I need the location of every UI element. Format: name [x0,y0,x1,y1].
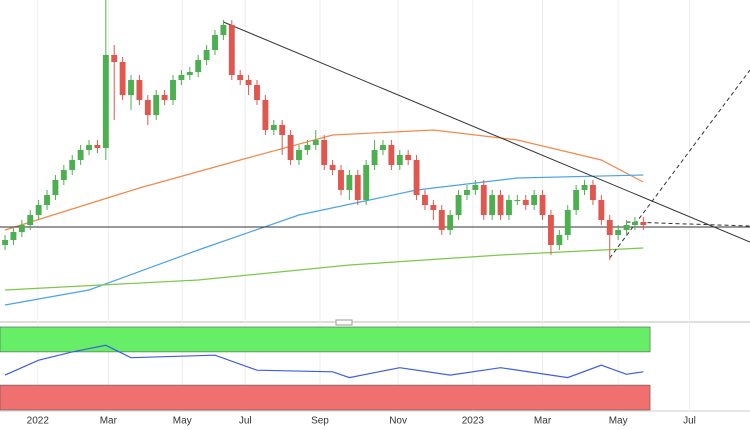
trend-line [609,69,750,259]
candle-body [472,185,479,190]
candle-body [522,200,529,205]
x-tick-label: Sep [311,416,329,427]
candle-body [615,230,622,235]
candle-body [287,135,294,160]
candle-body [279,125,286,135]
candle-body [631,222,638,225]
candle-body [161,95,168,100]
candle-body [396,155,403,165]
x-tick-label: Mar [534,416,552,427]
candle-body [10,232,17,240]
x-tick-label: May [609,416,628,427]
candle-body [312,140,319,145]
candle-body [514,200,521,201]
trend-line [223,21,750,243]
candle-body [178,75,185,80]
candle-body [598,200,605,220]
candle-body [581,185,588,190]
candle-body [506,200,512,215]
x-tick-label: Jul [239,416,252,427]
candle-body [438,210,445,230]
candle-body [228,25,235,75]
candle-body [220,25,227,35]
candle-body [329,165,336,170]
candle-body [60,170,67,180]
rsi-band [0,384,651,411]
candle-body [153,95,160,115]
candle-body [86,145,92,150]
candle-body [564,210,571,235]
candle-body [119,62,126,95]
candle-body [531,195,538,205]
candle-body [380,145,386,150]
candle-body [422,195,428,205]
candle-body [254,85,260,100]
candle-body [203,50,210,60]
candle-body [35,205,42,215]
candle-body [2,240,8,245]
rsi-band [0,326,651,353]
candle-body [304,145,311,150]
candle-body [102,55,109,148]
candle-body [413,160,420,195]
candle-body [464,190,470,195]
candle-body [489,195,496,215]
candle-body [556,235,563,245]
x-tick-label: 2022 [27,416,50,427]
candle-body [245,80,252,85]
candle-body [590,185,596,200]
candle-body [354,175,361,200]
candle-body [371,150,378,165]
moving-average [4,174,644,306]
candle-body [44,195,50,205]
candle-body [346,175,353,190]
x-tick-label: 2023 [462,416,485,427]
candle-body [128,80,134,95]
candle-body [296,150,302,160]
candle-body [447,215,454,230]
candle-body [27,215,34,225]
candle-body [388,145,395,165]
candle-body [111,55,118,62]
x-tick-label: May [173,416,192,427]
candle-body [94,145,101,148]
candle-body [363,165,370,200]
candle-body [338,170,344,190]
candle-body [270,125,277,130]
candle-body [77,150,84,160]
candle-body [144,100,151,115]
candle-body [573,190,580,210]
candle-body [69,160,76,170]
candle-body [52,180,59,195]
candle-body [606,220,613,235]
moving-average [4,129,644,231]
candle-body [262,100,269,130]
candle-body [136,80,143,100]
candle-body [212,35,218,50]
candle-body [405,155,412,160]
candle-body [539,195,546,215]
candle-body [237,75,244,80]
rsi-line [4,344,644,379]
candle-body [480,185,487,215]
candle-body [455,195,462,215]
candle-body [195,60,202,72]
candle-body [640,222,647,225]
moving-average [4,247,644,291]
candle-body [623,225,630,230]
pane-handle[interactable] [335,319,353,326]
candle-body [170,80,176,100]
candle-body [430,205,437,210]
candle-body [548,215,554,245]
candle-body [18,225,25,232]
candle-body [186,72,193,75]
x-tick-label: Jul [683,416,696,427]
candle-body [497,195,504,215]
x-tick-label: Nov [389,416,407,427]
candle-body [321,140,328,165]
x-tick-label: Mar [100,416,118,427]
